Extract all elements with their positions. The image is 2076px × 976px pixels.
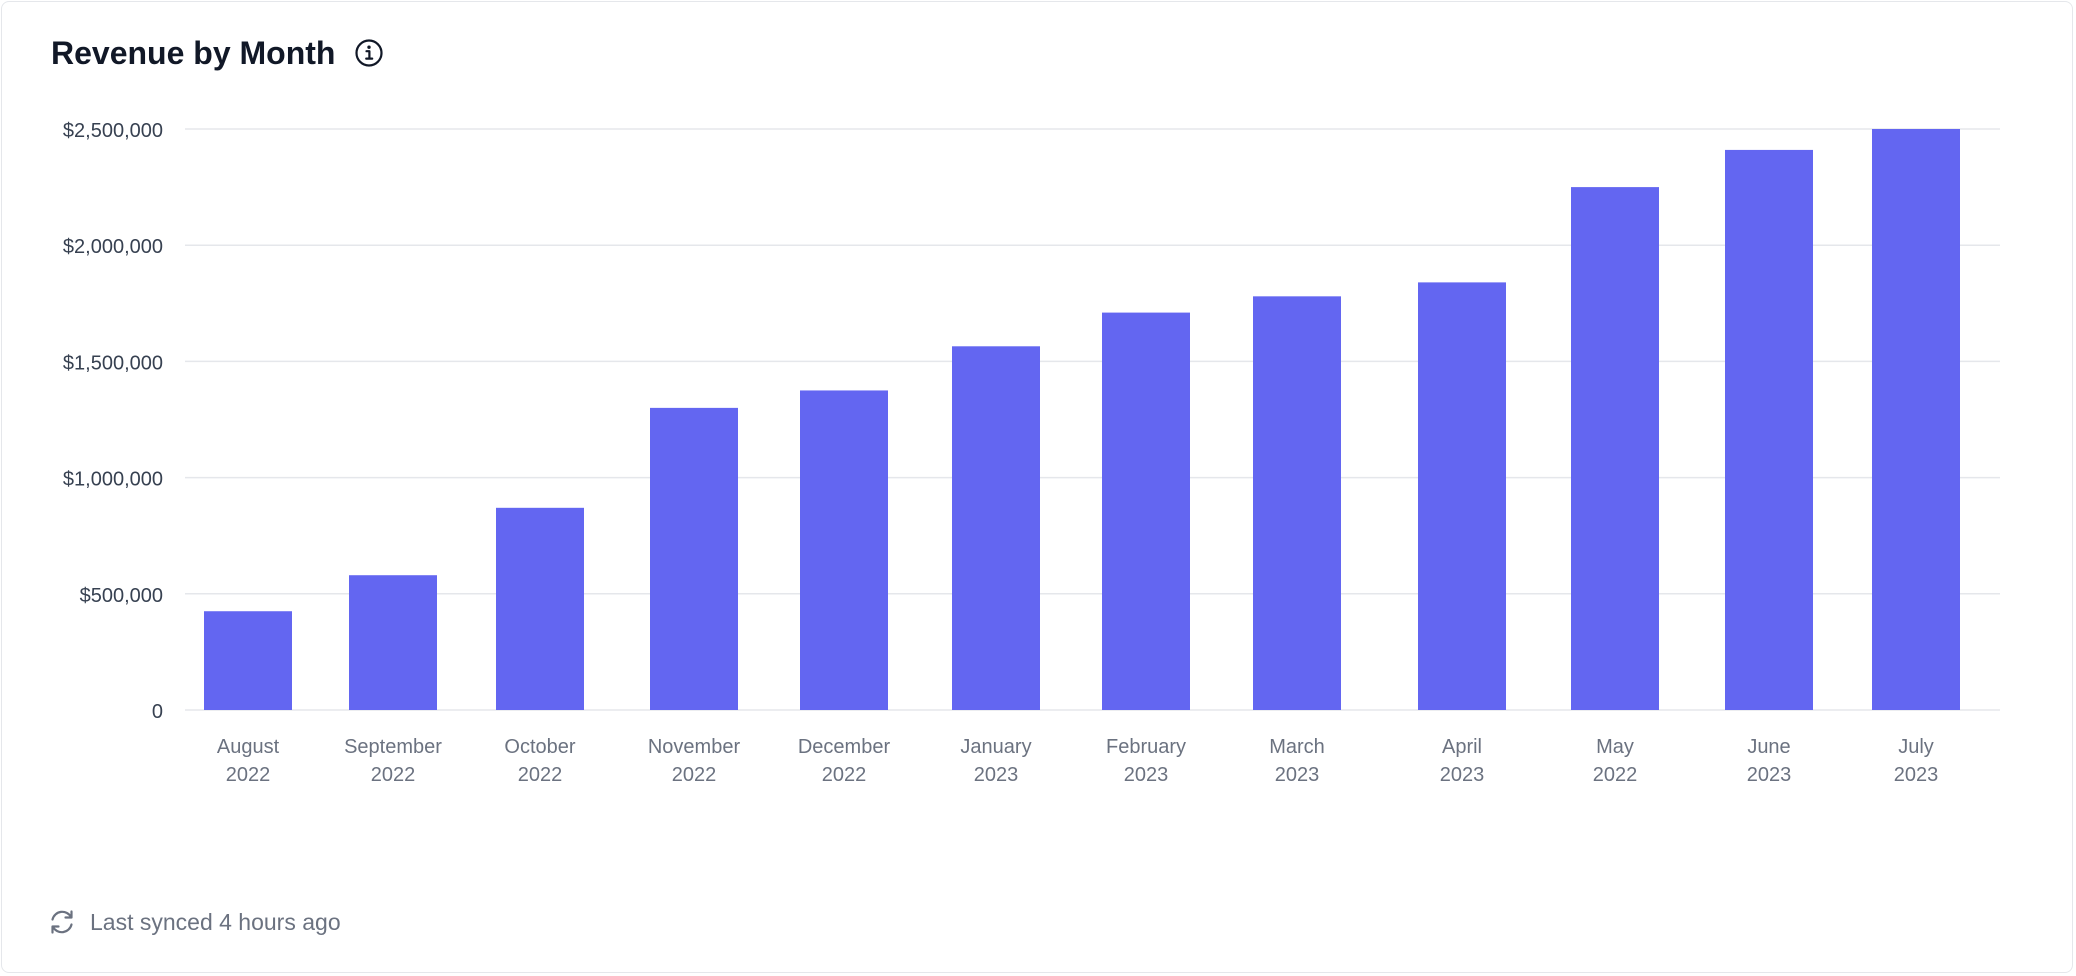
- x-tick-label: March 2023: [1269, 736, 1325, 786]
- x-tick-month: February: [1106, 736, 1186, 758]
- x-tick-year: 2023: [974, 764, 1019, 786]
- y-tick-label: $2,500,000: [63, 120, 163, 142]
- bar-august: [204, 611, 292, 710]
- x-tick-label: October 2022: [504, 736, 575, 786]
- x-tick-label: May 2022: [1593, 736, 1638, 786]
- refresh-icon[interactable]: [47, 907, 77, 937]
- x-tick-label: April 2023: [1440, 736, 1485, 786]
- x-tick-year: 2022: [518, 764, 563, 786]
- x-tick-year: 2022: [371, 764, 416, 786]
- bar-may: [1571, 187, 1659, 711]
- info-circle-icon[interactable]: [353, 37, 385, 69]
- last-synced-text: Last synced 4 hours ago: [90, 908, 341, 935]
- x-tick-month: December: [798, 736, 891, 758]
- x-tick-month: May: [1596, 736, 1634, 758]
- x-tick-label: September 2022: [344, 736, 442, 786]
- x-tick-month: April: [1442, 736, 1482, 758]
- bar-february: [1102, 312, 1190, 710]
- x-tick-label: June 2023: [1747, 736, 1792, 786]
- x-tick-label: February 2023: [1106, 736, 1186, 786]
- x-tick-year: 2022: [226, 764, 271, 786]
- bar-april: [1418, 282, 1506, 710]
- y-tick-label: $1,000,000: [63, 469, 163, 491]
- sync-status: Last synced 4 hours ago: [47, 905, 341, 939]
- bar-october: [496, 507, 584, 710]
- bar-september: [349, 575, 437, 710]
- chart-title: Revenue by Month: [51, 34, 336, 71]
- y-tick-label: 0: [152, 701, 163, 723]
- x-tick-month: March: [1269, 736, 1325, 758]
- x-tick-month: November: [648, 736, 741, 758]
- x-tick-year: 2022: [672, 764, 717, 786]
- x-tick-year: 2023: [1747, 764, 1792, 786]
- x-tick-month: January: [960, 736, 1031, 758]
- x-tick-month: August: [217, 736, 280, 758]
- x-tick-month: September: [344, 736, 442, 758]
- x-tick-month: July: [1898, 736, 1934, 758]
- y-tick-label: $500,000: [80, 585, 163, 607]
- y-tick-label: $2,000,000: [63, 236, 163, 258]
- card-header: Revenue by Month: [51, 30, 385, 76]
- x-tick-label: January 2023: [960, 736, 1031, 786]
- x-tick-year: 2022: [1593, 764, 1638, 786]
- bar-december: [800, 390, 888, 710]
- x-tick-month: October: [504, 736, 575, 758]
- x-tick-year: 2023: [1124, 764, 1169, 786]
- bar-january: [952, 346, 1040, 710]
- x-tick-label: July 2023: [1894, 736, 1939, 786]
- x-tick-label: August 2022: [217, 736, 280, 786]
- x-tick-year: 2023: [1440, 764, 1485, 786]
- bar-march: [1253, 296, 1341, 710]
- x-tick-year: 2023: [1894, 764, 1939, 786]
- x-tick-year: 2022: [822, 764, 867, 786]
- y-tick-label: $1,500,000: [63, 352, 163, 374]
- bar-july: [1872, 129, 1960, 710]
- bar-november: [650, 407, 738, 710]
- x-tick-month: June: [1747, 736, 1790, 758]
- x-tick-label: November 2022: [648, 736, 741, 786]
- bar-june: [1725, 149, 1813, 710]
- x-tick-year: 2023: [1275, 764, 1320, 786]
- x-tick-label: December 2022: [798, 736, 891, 786]
